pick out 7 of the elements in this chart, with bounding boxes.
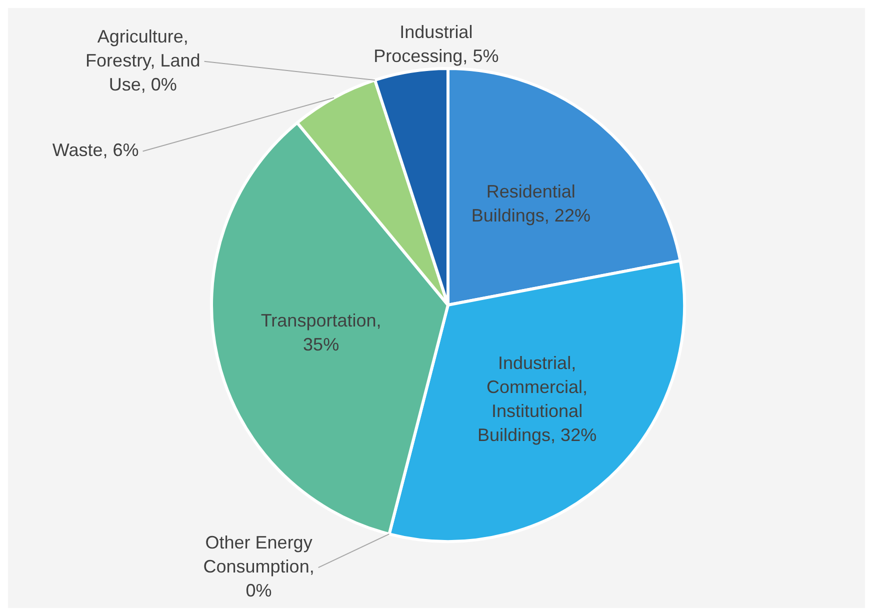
category-label: Agriculture, Forestry, Land Use, 0%: [86, 26, 200, 94]
legend-label: Other Energy Consumption, 0%: [203, 532, 314, 600]
slice-label: Industrial, Commercial, Institutional Buildings, 32%: [478, 352, 597, 445]
slice-label: Transportation, 35%: [260, 310, 382, 354]
slice-label: Waste, 6%: [52, 140, 139, 160]
slice-label: Residential Buildings, 22%: [471, 182, 590, 226]
slice-label: Industrial Processing, 5%: [374, 22, 499, 66]
